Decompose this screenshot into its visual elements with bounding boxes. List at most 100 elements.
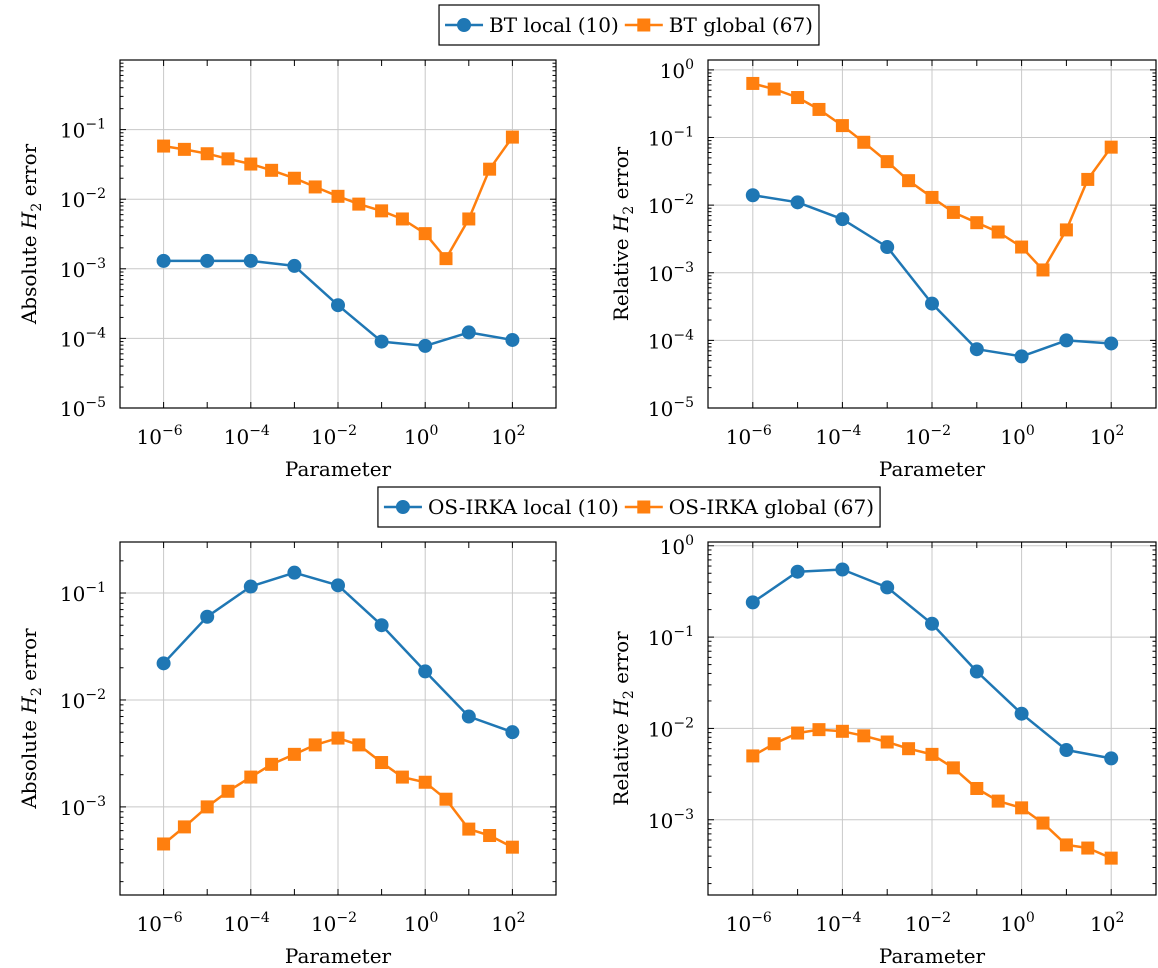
x-tick-label: 10−6 — [137, 423, 183, 449]
x-tick-label: 10−4 — [224, 423, 270, 449]
ticks — [119, 541, 557, 895]
y-tick-label: 10−3 — [60, 256, 106, 282]
data-point — [287, 258, 302, 273]
data-point — [505, 332, 520, 347]
x-tick-label: 102 — [1090, 910, 1124, 936]
data-point — [265, 757, 279, 771]
ticks — [707, 60, 1157, 409]
data-point — [462, 212, 476, 226]
data-point — [375, 756, 389, 770]
data-point — [483, 829, 497, 843]
data-point — [1015, 801, 1029, 815]
data-point — [1104, 751, 1119, 766]
data-point — [880, 155, 894, 169]
data-point — [835, 119, 849, 133]
grid — [708, 60, 1156, 409]
y-axis-label: Absolute H2 error — [17, 143, 45, 325]
y-axis-label: Relative H2 error — [609, 631, 637, 806]
data-point — [308, 738, 322, 752]
data-point — [991, 794, 1005, 808]
x-tick-label: 100 — [404, 910, 438, 936]
data-point — [418, 227, 432, 241]
y-tick-label: 10−2 — [648, 192, 694, 218]
x-axis-label: Parameter — [285, 457, 392, 481]
y-axis-label: Absolute H2 error — [17, 628, 45, 810]
x-tick-label: 102 — [1090, 423, 1124, 449]
data-point — [331, 578, 345, 593]
data-point — [374, 334, 389, 349]
data-point — [880, 240, 895, 255]
data-point — [1015, 240, 1029, 254]
data-point — [461, 709, 476, 724]
series-circle — [745, 188, 1119, 364]
legend: BT local (10) BT global (67) — [438, 4, 820, 46]
x-tick-label: 10−6 — [137, 910, 183, 936]
data-point — [1014, 706, 1029, 721]
data-point — [375, 204, 389, 218]
tick-labels: 10−6 10−4 10−2 100 102 10−3 10−2 10−1 — [60, 580, 526, 936]
data-point — [177, 142, 191, 156]
legend-label: OS-IRKA local (10) — [428, 495, 619, 519]
data-point — [857, 135, 871, 149]
data-point — [200, 609, 215, 624]
x-tick-label: 10−2 — [905, 423, 951, 449]
data-point — [157, 139, 171, 153]
data-point — [331, 731, 345, 745]
data-point — [969, 342, 984, 357]
grid — [120, 542, 556, 895]
series-square — [157, 130, 519, 266]
x-tick-label: 100 — [1000, 423, 1034, 449]
data-point — [1104, 851, 1118, 865]
x-tick-label: 100 — [404, 423, 438, 449]
data-point — [439, 792, 453, 806]
tick-labels: 10−6 10−4 10−2 100 102 10−5 10−4 10−3 10−2 10−1 — [60, 117, 526, 449]
x-tick-label: 10−4 — [815, 423, 861, 449]
x-tick-label: 10−2 — [311, 423, 357, 449]
x-tick-label: 102 — [491, 910, 525, 936]
tick-labels: 10−6 10−4 10−2 100 102 10−5 10−4 10−3 10−2 10−1 10… — [648, 57, 1124, 449]
chart-panel-3: 10−6 10−4 10−2 100 102 10−3 10−2 10−1 Parameter A… — [17, 541, 557, 968]
data-point — [505, 725, 520, 740]
data-point — [200, 147, 214, 161]
y-tick-label: 10−1 — [60, 580, 106, 606]
data-point — [177, 820, 191, 834]
data-point — [1059, 838, 1073, 852]
legend: OS-IRKA local (10) OS-IRKA global (67) — [377, 486, 881, 528]
data-point — [287, 747, 301, 761]
ticks — [707, 542, 1157, 895]
data-point — [1081, 841, 1095, 855]
data-point — [156, 253, 171, 268]
data-point — [461, 325, 476, 340]
y-tick-label: 10−3 — [648, 807, 694, 833]
chart-panel-4: 10−6 10−4 10−2 100 102 10−3 10−2 10−1 100 Paramet… — [609, 533, 1157, 968]
data-point — [505, 130, 519, 144]
data-point — [287, 171, 301, 185]
data-point — [374, 618, 389, 633]
y-axis-label: Relative H2 error — [609, 146, 637, 321]
data-point — [746, 76, 760, 90]
data-point — [925, 616, 939, 631]
x-axis-label: Parameter — [879, 457, 986, 481]
y-tick-label: 10−2 — [648, 715, 694, 741]
data-point — [767, 82, 781, 96]
data-point — [1059, 223, 1073, 237]
data-point — [505, 840, 519, 854]
x-tick-label: 10−2 — [905, 910, 951, 936]
y-tick-label: 100 — [660, 57, 694, 83]
data-point — [418, 664, 433, 679]
legend-label: OS-IRKA global (67) — [669, 495, 874, 519]
data-point — [835, 724, 849, 738]
chart-panel-2: 10−6 10−4 10−2 100 102 10−5 10−4 10−3 10−2 10−1 10… — [609, 57, 1157, 481]
data-point — [991, 225, 1005, 239]
data-point — [925, 296, 939, 311]
data-point — [1081, 172, 1095, 186]
data-point — [244, 770, 258, 784]
data-point — [287, 565, 302, 580]
data-point — [1104, 140, 1118, 154]
series-square — [746, 76, 1118, 277]
legend-marker — [637, 500, 651, 514]
x-tick-label: 102 — [491, 423, 525, 449]
data-point — [483, 162, 497, 176]
x-tick-label: 10−2 — [311, 910, 357, 936]
y-tick-label: 10−1 — [648, 125, 694, 151]
